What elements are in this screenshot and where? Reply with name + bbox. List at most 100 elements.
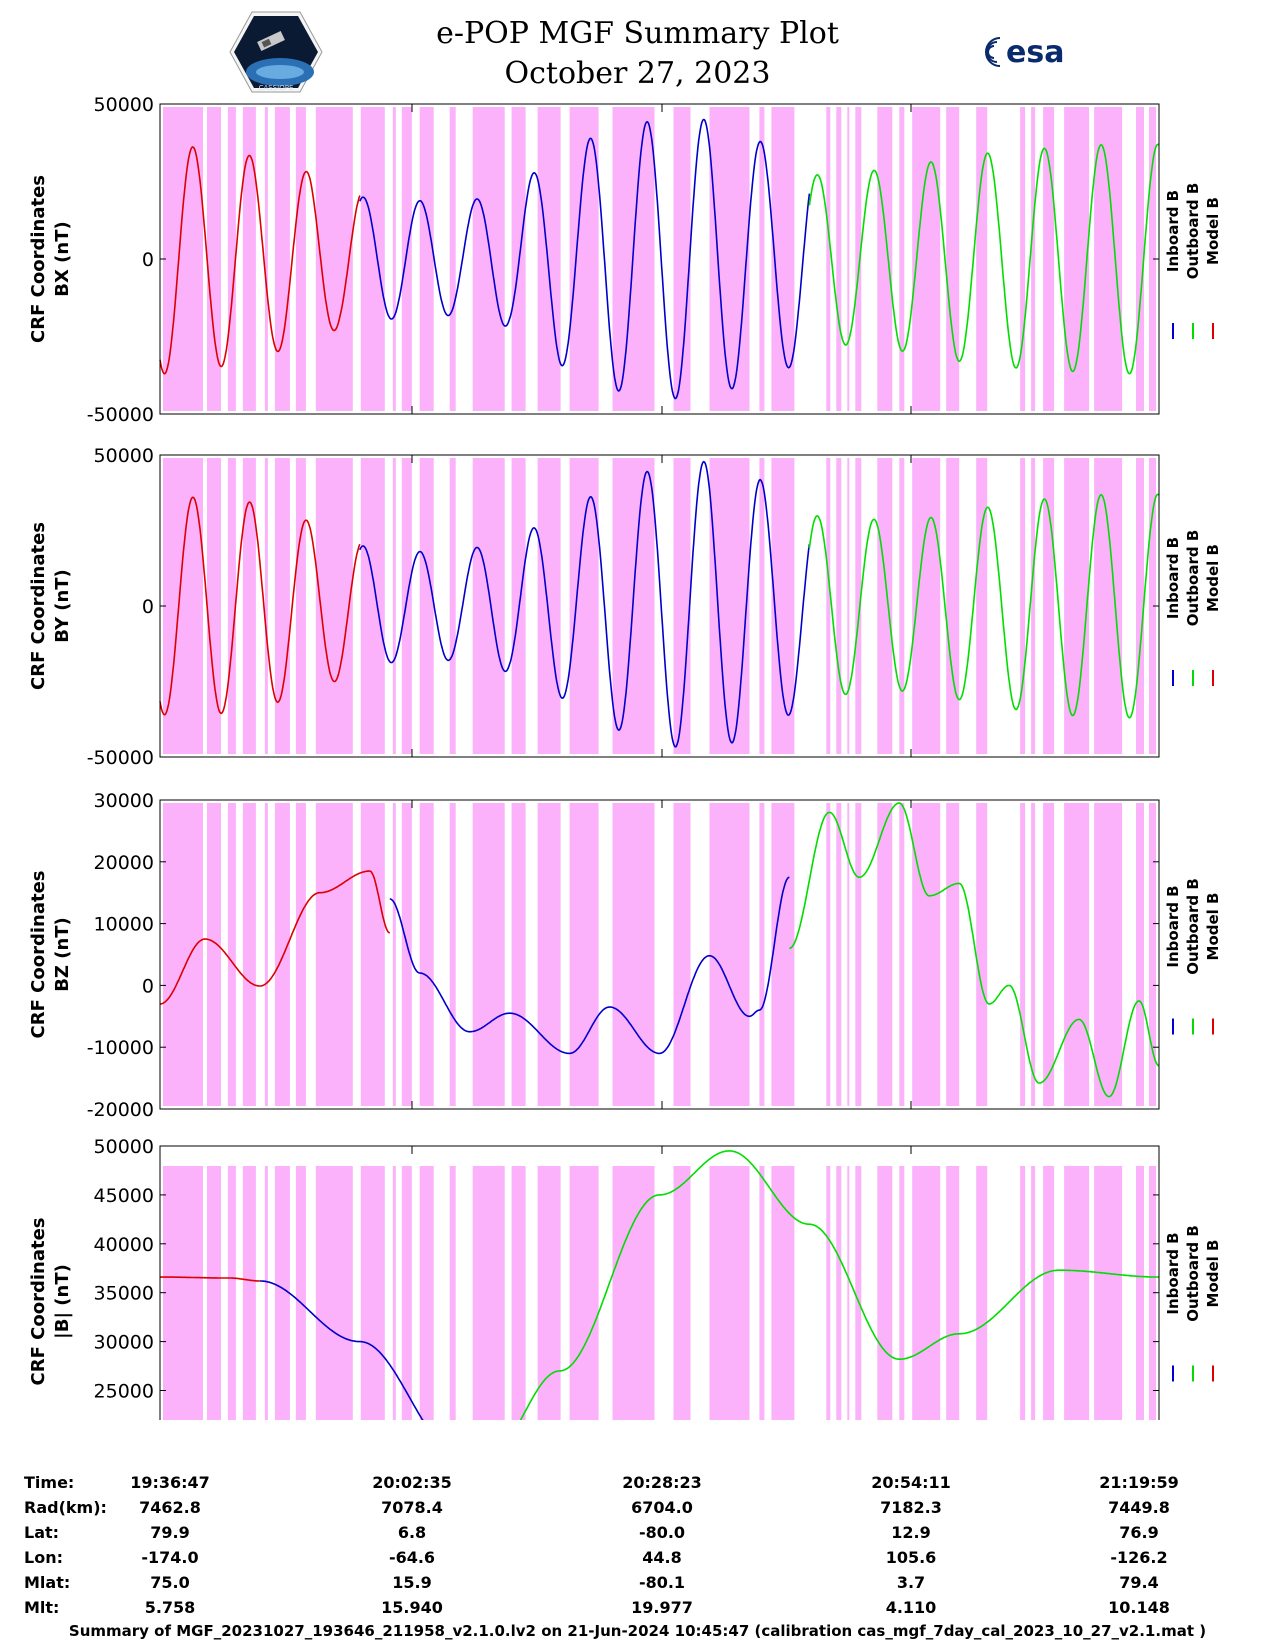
ephemeris-value: -64.6 bbox=[388, 1548, 436, 1567]
y-tick-label: 45000 bbox=[94, 1185, 154, 1207]
y-axis-label: CRF Coordinates BY (nT) bbox=[28, 522, 73, 690]
shaded-interval bbox=[855, 107, 862, 411]
ephemeris-value: 20:02:35 bbox=[372, 1473, 452, 1492]
shaded-interval bbox=[709, 107, 750, 411]
shaded-interval bbox=[976, 458, 988, 754]
shaded-interval bbox=[1136, 803, 1144, 1106]
legend-model-label: Model B bbox=[1204, 197, 1222, 265]
shaded-interval bbox=[315, 458, 353, 754]
shaded-interval bbox=[759, 458, 765, 754]
shaded-interval bbox=[163, 107, 203, 411]
y-tick-label: 50000 bbox=[94, 94, 154, 116]
shaded-interval bbox=[709, 458, 750, 754]
shaded-interval bbox=[826, 458, 831, 754]
svg-text:CASSIOPE: CASSIOPE bbox=[259, 84, 294, 92]
shaded-interval bbox=[899, 458, 905, 754]
shaded-interval bbox=[1094, 1166, 1123, 1420]
shaded-interval bbox=[401, 803, 412, 1106]
shaded-interval bbox=[771, 1166, 795, 1420]
shaded-interval bbox=[847, 1166, 850, 1420]
shaded-interval bbox=[401, 1166, 412, 1420]
shaded-interval bbox=[1064, 1166, 1090, 1420]
ephemeris-label: Rad(km): bbox=[24, 1498, 107, 1517]
y-tick-label: -20000 bbox=[87, 1099, 154, 1121]
shaded-interval bbox=[227, 1166, 236, 1420]
ephemeris-value: 7449.8 bbox=[1108, 1498, 1170, 1517]
series-model-line bbox=[160, 1276, 260, 1282]
y-axis-label: CRF Coordinates BX (nT) bbox=[28, 175, 73, 343]
ephemeris-value: 7078.4 bbox=[381, 1498, 443, 1517]
shaded-interval bbox=[1020, 107, 1026, 411]
shaded-interval bbox=[295, 803, 306, 1106]
shaded-interval bbox=[877, 107, 893, 411]
panel-1: 50000 0 -50000 CRF Coordinates BX (nT) Inboar… bbox=[28, 94, 1222, 426]
shaded-interval bbox=[946, 458, 960, 754]
shaded-interval bbox=[419, 107, 434, 411]
panel-3: 30000 20000 10000 0 -10000 -20000 CRF Coordina… bbox=[28, 790, 1222, 1121]
shaded-interval bbox=[537, 458, 561, 754]
footer-summary: Summary of MGF_20231027_193646_211958_v2… bbox=[68, 1622, 1207, 1640]
mgf-summary-plots: 50000 0 -50000 CRF Coordinates BX (nT) Inboar… bbox=[28, 94, 1222, 1420]
shaded-interval bbox=[449, 458, 456, 754]
ephemeris-value: 3.7 bbox=[896, 1573, 926, 1592]
ephemeris-label: Lat: bbox=[24, 1523, 60, 1542]
shaded-interval bbox=[946, 1166, 960, 1420]
shaded-interval bbox=[771, 803, 795, 1106]
shaded-interval bbox=[826, 1166, 831, 1420]
y-tick-label: 10000 bbox=[94, 914, 154, 936]
ephemeris-value: 15.9 bbox=[392, 1573, 432, 1592]
shaded-interval bbox=[709, 803, 750, 1106]
shaded-interval bbox=[360, 458, 385, 754]
shaded-interval bbox=[1064, 803, 1090, 1106]
series-outboard-line bbox=[808, 143, 1160, 375]
shaded-interval bbox=[449, 803, 456, 1106]
y-tick-label: -10000 bbox=[87, 1037, 154, 1059]
shaded-interval bbox=[976, 803, 988, 1106]
shaded-interval bbox=[472, 107, 505, 411]
y-tick-label: -50000 bbox=[87, 404, 154, 426]
shaded-interval bbox=[855, 803, 862, 1106]
shaded-interval bbox=[511, 1166, 526, 1420]
shaded-interval bbox=[826, 107, 831, 411]
shaded-interval bbox=[537, 107, 561, 411]
shaded-interval bbox=[315, 107, 353, 411]
panel-2: 50000 0 -50000 CRF Coordinates BY (nT) Inboar… bbox=[28, 445, 1222, 769]
shaded-interval bbox=[569, 803, 599, 1106]
shaded-interval bbox=[1043, 803, 1055, 1106]
shaded-interval bbox=[1149, 107, 1156, 411]
ephemeris-value: -174.0 bbox=[141, 1548, 199, 1567]
ephemeris-value: 76.9 bbox=[1119, 1523, 1159, 1542]
ephemeris-value: -126.2 bbox=[1110, 1548, 1168, 1567]
ephemeris-value: 5.758 bbox=[144, 1598, 196, 1617]
y-tick-label: 40000 bbox=[94, 1234, 154, 1256]
shaded-interval bbox=[1020, 803, 1026, 1106]
legend-inboard-label: Inboard B bbox=[1164, 1232, 1182, 1314]
shaded-interval bbox=[163, 1166, 203, 1420]
shaded-interval bbox=[472, 803, 505, 1106]
shaded-interval bbox=[227, 107, 236, 411]
shaded-interval bbox=[274, 803, 290, 1106]
shaded-interval bbox=[771, 107, 795, 411]
shaded-interval bbox=[836, 1166, 842, 1420]
shaded-interval bbox=[295, 107, 306, 411]
ephemeris-row: Rad(km): 7462.8 7078.4 6704.0 7182.3 7449.8 bbox=[0, 1498, 1275, 1522]
shaded-interval bbox=[1094, 458, 1123, 754]
ephemeris-label: Mlt: bbox=[24, 1598, 60, 1617]
shaded-interval bbox=[1031, 803, 1036, 1106]
shaded-interval bbox=[392, 803, 396, 1106]
shaded-interval bbox=[759, 803, 765, 1106]
y-tick-label: 50000 bbox=[94, 445, 154, 467]
shaded-interval bbox=[274, 1166, 290, 1420]
shaded-interval bbox=[449, 107, 456, 411]
shaded-interval bbox=[537, 1166, 561, 1420]
y-tick-label: 25000 bbox=[94, 1380, 154, 1402]
y-tick-label: -50000 bbox=[87, 747, 154, 769]
shaded-interval bbox=[264, 1166, 268, 1420]
ephemeris-row: Lat: 79.9 6.8 -80.0 12.9 76.9 bbox=[0, 1523, 1275, 1547]
ephemeris-value: 75.0 bbox=[150, 1573, 190, 1592]
ephemeris-value: 105.6 bbox=[885, 1548, 937, 1567]
cassiope-logo: CASSIOPE bbox=[229, 11, 323, 93]
shaded-interval bbox=[1149, 803, 1156, 1106]
shaded-interval bbox=[1149, 1166, 1156, 1420]
shaded-interval bbox=[264, 107, 268, 411]
